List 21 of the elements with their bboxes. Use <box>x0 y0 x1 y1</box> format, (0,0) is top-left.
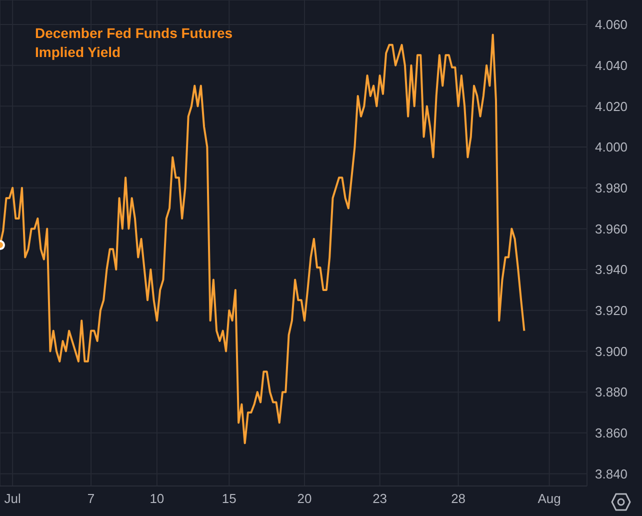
x-tick-label: 7 <box>87 491 95 506</box>
y-tick-label: 3.980 <box>595 180 628 196</box>
y-tick-label: 3.960 <box>595 221 628 236</box>
x-tick-label: 15 <box>222 491 236 506</box>
y-tick-label: 4.060 <box>595 17 628 32</box>
y-tick-label: 3.860 <box>595 426 628 441</box>
y-tick-label: 3.920 <box>595 303 628 318</box>
x-tick-label: 23 <box>372 491 388 506</box>
x-tick-label: Jul <box>4 491 21 506</box>
y-tick-label: 3.940 <box>595 262 628 278</box>
y-tick-label: 3.880 <box>595 384 628 400</box>
y-tick-label: 3.900 <box>595 344 628 359</box>
x-tick-label: 10 <box>150 491 164 506</box>
x-tick-label: 28 <box>451 491 466 506</box>
y-tick-label: 4.040 <box>595 58 628 73</box>
y-tick-label: 3.840 <box>595 466 628 482</box>
text: December Fed Funds Futures Implied Yield <box>35 24 233 62</box>
y-tick-label: 4.000 <box>595 140 628 155</box>
x-tick-label: Aug <box>538 491 561 506</box>
x-tick-label: 20 <box>297 491 312 506</box>
y-tick-label: 4.020 <box>595 98 628 114</box>
